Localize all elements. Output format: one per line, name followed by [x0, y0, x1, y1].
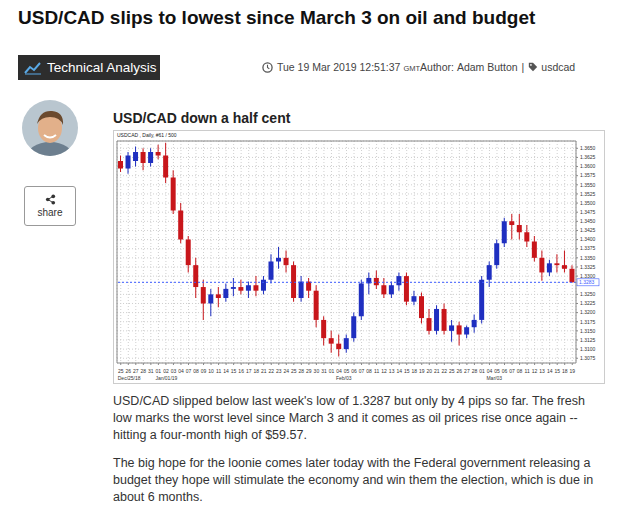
svg-text:Dec/25/18: Dec/25/18: [118, 375, 141, 381]
svg-text:09: 09: [201, 368, 207, 374]
svg-text:28: 28: [472, 368, 478, 374]
svg-text:31: 31: [148, 368, 154, 374]
svg-text:18: 18: [253, 368, 259, 374]
svg-text:01: 01: [479, 368, 485, 374]
svg-text:15: 15: [554, 368, 560, 374]
svg-text:04: 04: [487, 368, 493, 374]
svg-text:18: 18: [411, 368, 417, 374]
html-text:Tue 19 Mar 2019 12:51:37 GMTAu: Tue 19 Mar 2019 12:51:37 GMTAuthor: Adam…: [277, 61, 525, 73]
svg-text:1.3250: 1.3250: [580, 291, 596, 297]
svg-text:26: 26: [126, 368, 132, 374]
svg-text:1.3600: 1.3600: [580, 163, 596, 169]
html-text:USD/CAD slipped below last wee: USD/CAD slipped below last week's low of…: [113, 394, 585, 442]
svg-text:16: 16: [238, 368, 244, 374]
svg-text:05: 05: [344, 368, 350, 374]
svg-text:Feb/03: Feb/03: [336, 375, 352, 381]
svg-text:12: 12: [381, 368, 387, 374]
svg-text:1.3575: 1.3575: [580, 172, 596, 178]
svg-text:28: 28: [299, 368, 305, 374]
svg-text:27: 27: [464, 368, 470, 374]
svg-text:07: 07: [186, 368, 192, 374]
svg-text:1.3625: 1.3625: [580, 154, 596, 160]
svg-text:26: 26: [457, 368, 463, 374]
svg-text:15: 15: [404, 368, 410, 374]
svg-text:14: 14: [396, 368, 402, 374]
html-text:USD/CAD down a half cent: USD/CAD down a half cent: [113, 110, 291, 126]
svg-text:21: 21: [434, 368, 440, 374]
svg-text:23: 23: [276, 368, 282, 374]
svg-text:1.3375: 1.3375: [580, 245, 596, 251]
svg-text:25: 25: [118, 368, 124, 374]
html-text:Technical Analysis: Technical Analysis: [47, 60, 157, 75]
svg-text:03: 03: [171, 368, 177, 374]
svg-text:08: 08: [366, 368, 372, 374]
svg-text:07: 07: [509, 368, 515, 374]
svg-text:18: 18: [562, 368, 568, 374]
svg-text:28: 28: [141, 368, 147, 374]
svg-text:04: 04: [178, 368, 184, 374]
svg-text:1.3283: 1.3283: [579, 279, 595, 285]
svg-text:19: 19: [569, 368, 575, 374]
html-text:share: share: [37, 207, 63, 218]
svg-text:05: 05: [494, 368, 500, 374]
svg-text:1.3500: 1.3500: [580, 200, 596, 206]
svg-text:08: 08: [517, 368, 523, 374]
svg-text:07: 07: [359, 368, 365, 374]
svg-text:11: 11: [216, 368, 221, 374]
svg-text:1.3550: 1.3550: [580, 182, 596, 188]
svg-text:1.3175: 1.3175: [580, 319, 596, 325]
svg-text:27: 27: [133, 368, 139, 374]
svg-text:11: 11: [524, 368, 529, 374]
svg-text:06: 06: [351, 368, 357, 374]
svg-text:1.3350: 1.3350: [580, 255, 596, 261]
svg-text:1.3300: 1.3300: [580, 273, 596, 279]
svg-text:1.3325: 1.3325: [580, 264, 596, 270]
svg-text:20: 20: [426, 368, 432, 374]
svg-text:13: 13: [539, 368, 545, 374]
svg-text:24: 24: [284, 368, 290, 374]
html-text:The big hope for the loonie co: The big hope for the loonie comes later …: [113, 456, 594, 504]
svg-text:1.3425: 1.3425: [580, 227, 596, 233]
svg-text:1.3075: 1.3075: [580, 355, 596, 361]
svg-text:02: 02: [163, 368, 169, 374]
svg-text:25: 25: [291, 368, 297, 374]
svg-text:06: 06: [502, 368, 508, 374]
svg-text:29: 29: [306, 368, 312, 374]
svg-text:1.3200: 1.3200: [580, 309, 596, 315]
svg-text:08: 08: [193, 368, 199, 374]
svg-text:1.3125: 1.3125: [580, 337, 596, 343]
svg-text:01: 01: [156, 368, 162, 374]
svg-text:21: 21: [261, 368, 267, 374]
svg-text:1.3450: 1.3450: [580, 218, 596, 224]
svg-text:04: 04: [336, 368, 342, 374]
svg-text:10: 10: [208, 368, 214, 374]
svg-text:1.3650: 1.3650: [580, 145, 596, 151]
svg-text:Jan/01/19: Jan/01/19: [155, 375, 177, 381]
svg-text:1.3525: 1.3525: [580, 191, 596, 197]
svg-text:1.3475: 1.3475: [580, 209, 596, 215]
svg-text:22: 22: [268, 368, 274, 374]
svg-text:1.3100: 1.3100: [580, 346, 596, 352]
html-text:USD/CAD slips to lowest since: USD/CAD slips to lowest since March 3 on…: [18, 7, 536, 28]
html-text:USDCAD , Daily, #61 / 500: USDCAD , Daily, #61 / 500: [117, 132, 177, 138]
svg-text:12: 12: [532, 368, 538, 374]
svg-text:25: 25: [449, 368, 455, 374]
html-text:usdcad: usdcad: [541, 61, 576, 73]
svg-text:17: 17: [246, 368, 252, 374]
svg-text:1.3150: 1.3150: [580, 328, 596, 334]
svg-text:31: 31: [321, 368, 327, 374]
svg-text:14: 14: [547, 368, 553, 374]
svg-text:19: 19: [419, 368, 425, 374]
svg-text:22: 22: [442, 368, 448, 374]
svg-text:1.3225: 1.3225: [580, 300, 596, 306]
svg-text:01: 01: [329, 368, 335, 374]
svg-text:30: 30: [314, 368, 320, 374]
svg-text:Mar/03: Mar/03: [486, 375, 502, 381]
svg-text:14: 14: [223, 368, 229, 374]
svg-text:13: 13: [389, 368, 395, 374]
svg-text:11: 11: [374, 368, 379, 374]
svg-text:1.3400: 1.3400: [580, 236, 596, 242]
svg-text:15: 15: [231, 368, 237, 374]
